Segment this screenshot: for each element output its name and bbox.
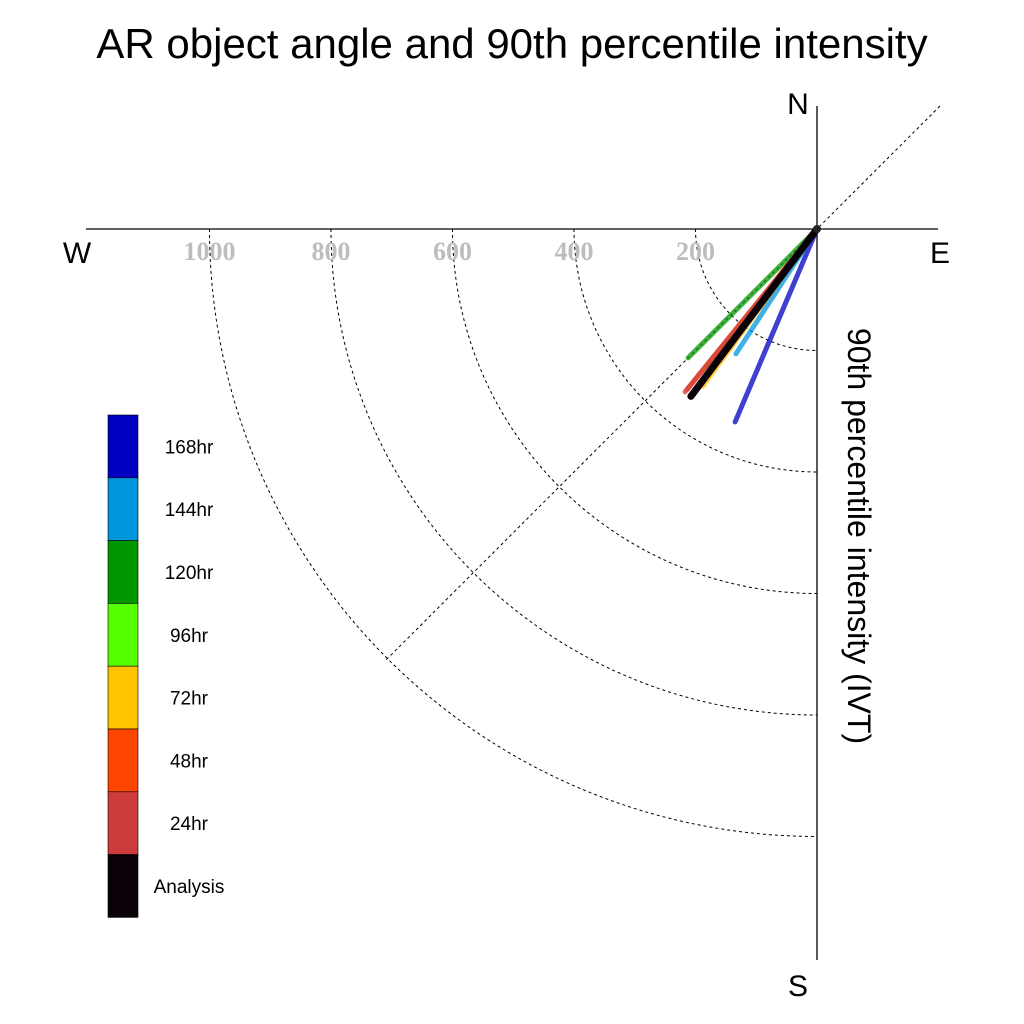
legend-swatch-48hr	[107, 728, 139, 793]
grid-arc-800	[330, 228, 818, 716]
origin-point	[813, 225, 821, 233]
radial-tick-labels: 200 400 600 800 1000	[184, 237, 716, 266]
legend-label-48hr: 48hr	[170, 751, 209, 772]
legend: 168hr 144hr 120hr 96hr 72hr 48hr 24hr Analysis	[107, 414, 225, 918]
grid-arc-400	[573, 228, 818, 473]
polar-grid	[209, 228, 818, 837]
legend-swatch-24hr	[107, 791, 139, 855]
legend-swatch-120hr	[107, 540, 139, 604]
legend-label-analysis: Analysis	[154, 877, 225, 898]
legend-swatch-144hr	[107, 477, 139, 541]
tick-label-400: 400	[555, 237, 594, 266]
legend-label-120hr: 120hr	[165, 563, 214, 584]
compass-south: S	[788, 970, 808, 1003]
chart-title: AR object angle and 90th percentile inte…	[96, 20, 927, 67]
legend-swatch-analysis	[107, 854, 139, 918]
legend-label-96hr: 96hr	[170, 626, 209, 647]
series-line-analysis	[687, 225, 821, 400]
y-axis-label: 90th percentile intensity (IVT)	[841, 328, 877, 744]
compass-west: W	[63, 237, 92, 270]
series-line-168hr	[732, 226, 820, 425]
legend-swatch-168hr	[107, 414, 139, 479]
compass-east: E	[930, 237, 950, 270]
legend-swatch-72hr	[107, 665, 139, 730]
legend-label-24hr: 24hr	[170, 814, 209, 835]
compass-north: N	[787, 88, 809, 121]
legend-swatch-96hr	[107, 603, 139, 667]
tick-label-1000: 1000	[184, 237, 236, 266]
legend-label-168hr: 168hr	[165, 437, 214, 458]
legend-label-72hr: 72hr	[170, 689, 209, 710]
series-lines	[682, 225, 821, 425]
diagonal-reference-line	[385, 105, 941, 661]
series-line-120hr	[685, 226, 820, 361]
tick-label-200: 200	[676, 237, 715, 266]
grid-arc-600	[452, 228, 818, 594]
tick-label-800: 800	[312, 237, 351, 266]
compass-axes	[86, 105, 941, 960]
grid-arc-1000	[209, 228, 818, 837]
tick-label-600: 600	[433, 237, 472, 266]
legend-label-144hr: 144hr	[165, 500, 214, 521]
grid-arc-200	[695, 228, 818, 351]
